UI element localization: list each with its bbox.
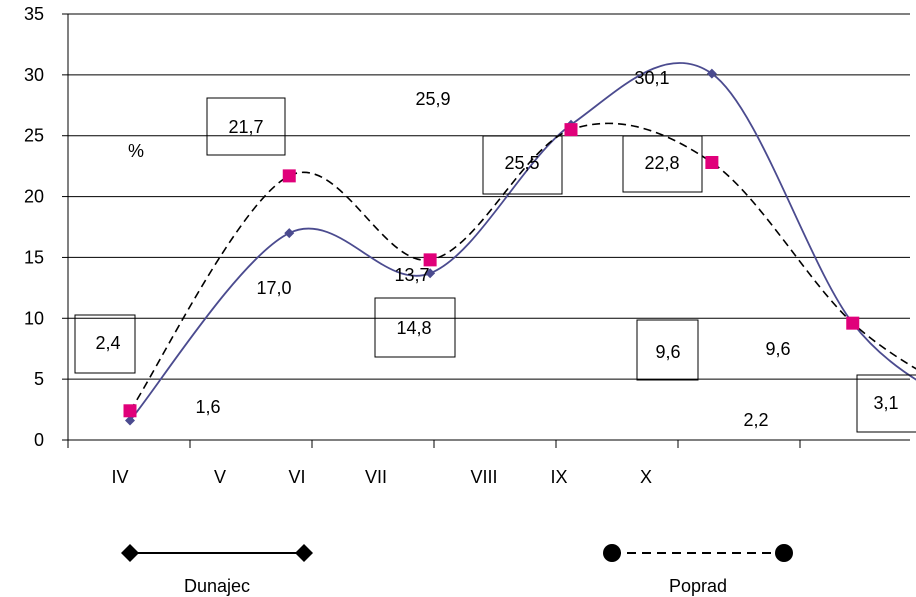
x-tick-label: VI	[288, 467, 305, 487]
y-tick-label: 30	[24, 65, 44, 85]
data-label: 2,2	[743, 410, 768, 430]
legend: Dunajec Poprad	[121, 544, 793, 596]
data-label-box	[856, 374, 916, 433]
data-point-dunajec	[706, 68, 717, 79]
y-tick-label: 0	[34, 430, 44, 450]
y-tick-label: 5	[34, 369, 44, 389]
x-tick-label: V	[214, 467, 226, 487]
data-label-box	[622, 135, 703, 193]
data-labels: 2,4 1,6 21,7 17,0 13,7 14,8 25,9 25,5 30,1 22,8 9,…	[74, 68, 916, 433]
data-label: 30,1	[634, 68, 669, 88]
y-tick-label: 25	[24, 126, 44, 146]
legend-marker-poprad	[775, 544, 793, 562]
data-label: 25,9	[415, 89, 450, 109]
legend-marker-dunajec	[121, 544, 139, 562]
y-axis-tick-labels: 0 5 10 15 20 25 30 35	[24, 4, 44, 450]
data-label: 21,7	[228, 117, 263, 137]
data-label-box	[74, 314, 136, 374]
data-label-box	[374, 297, 456, 358]
data-point-dunajec	[125, 415, 135, 426]
data-label: 17,0	[256, 278, 291, 298]
data-point-poprad	[564, 123, 578, 137]
legend-label-poprad: Poprad	[669, 576, 727, 596]
x-tick-label: X	[640, 467, 652, 487]
y-tick-label: 10	[24, 308, 44, 328]
x-tick-label: VII	[365, 467, 387, 487]
legend-marker-poprad	[603, 544, 621, 562]
data-label: 22,8	[644, 153, 679, 173]
legend-label-dunajec: Dunajec	[184, 576, 250, 596]
data-point-dunajec	[425, 268, 436, 279]
y-tick-label: 20	[24, 187, 44, 207]
data-label: 2,4	[95, 333, 120, 353]
legend-marker-dunajec	[295, 544, 313, 562]
data-point-poprad	[123, 404, 137, 418]
data-point-poprad	[846, 316, 860, 330]
data-point-poprad	[705, 155, 719, 169]
series-markers	[123, 68, 860, 426]
data-point-poprad	[423, 253, 437, 267]
data-label: 14,8	[396, 318, 431, 338]
data-label-box	[482, 135, 563, 195]
data-point-dunajec	[284, 228, 295, 239]
gridlines	[68, 13, 910, 380]
data-label: 9,6	[655, 342, 680, 362]
data-label: 3,1	[873, 393, 898, 413]
y-tick-label: 35	[24, 4, 44, 24]
data-label: 1,6	[195, 397, 220, 417]
x-tick-label: VIII	[470, 467, 497, 487]
x-tick-label: IX	[550, 467, 567, 487]
axes	[62, 13, 910, 448]
x-axis-tick-labels: IV V VI VII VIII IX X	[111, 467, 652, 487]
series-line-poprad	[129, 122, 916, 412]
data-label: 9,6	[765, 339, 790, 359]
unit-label: %	[128, 141, 144, 161]
data-label: 25,5	[504, 153, 539, 173]
data-label-box	[206, 97, 286, 156]
y-tick-label: 15	[24, 247, 44, 267]
data-point-poprad	[282, 169, 296, 183]
data-label-box	[636, 319, 699, 381]
x-tick-label: IV	[111, 467, 128, 487]
data-label: 13,7	[394, 265, 429, 285]
